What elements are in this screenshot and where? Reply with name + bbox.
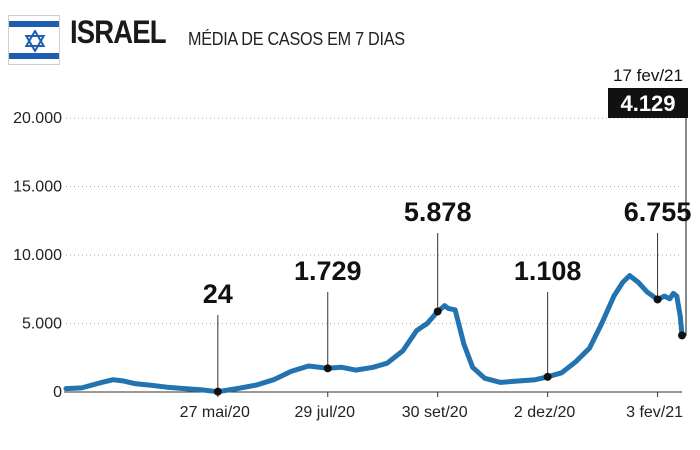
chart-subtitle: MÉDIA DE CASOS EM 7 DIAS bbox=[188, 29, 405, 49]
annotation-date-label: 17 fev/21 bbox=[613, 66, 683, 85]
annotation-point bbox=[678, 331, 686, 340]
annotation-value-label: 1.108 bbox=[514, 256, 582, 286]
annotation-point bbox=[323, 364, 332, 373]
y-tick-label: 20.000 bbox=[13, 110, 62, 127]
annotation-value-label: 24 bbox=[203, 279, 233, 309]
annotation-point bbox=[213, 387, 222, 396]
country-title: ISRAEL bbox=[70, 14, 167, 50]
y-tick-label: 5.000 bbox=[22, 316, 62, 333]
x-tick-label: 2 dez/20 bbox=[514, 404, 575, 421]
flag-stripe-bottom bbox=[9, 53, 59, 59]
annotation-point bbox=[653, 295, 662, 304]
x-tick-label: 3 fev/21 bbox=[626, 404, 683, 421]
star-of-david-icon bbox=[24, 30, 46, 52]
annotation-value-label: 5.878 bbox=[404, 197, 472, 227]
annotation-value-label: 1.729 bbox=[294, 256, 362, 286]
y-tick-label: 15.000 bbox=[13, 179, 62, 196]
israel-flag-icon bbox=[8, 15, 60, 65]
y-tick-label: 10.000 bbox=[13, 247, 62, 264]
chart-header: ISRAEL MÉDIA DE CASOS EM 7 DIAS bbox=[0, 0, 700, 70]
annotation-highlight-box bbox=[608, 88, 688, 118]
series-line bbox=[63, 273, 685, 395]
flag-stripe-top bbox=[9, 21, 59, 27]
annotation-value-label: 6.755 bbox=[624, 197, 692, 227]
x-tick-label: 29 jul/20 bbox=[295, 404, 356, 421]
y-tick-label: 0 bbox=[53, 384, 62, 401]
x-tick-label: 30 set/20 bbox=[402, 404, 468, 421]
annotation-point bbox=[543, 372, 552, 381]
x-tick-label: 27 mai/20 bbox=[180, 404, 250, 421]
annotation-value-label: 4.129 bbox=[620, 91, 675, 116]
annotation-point bbox=[433, 307, 442, 316]
